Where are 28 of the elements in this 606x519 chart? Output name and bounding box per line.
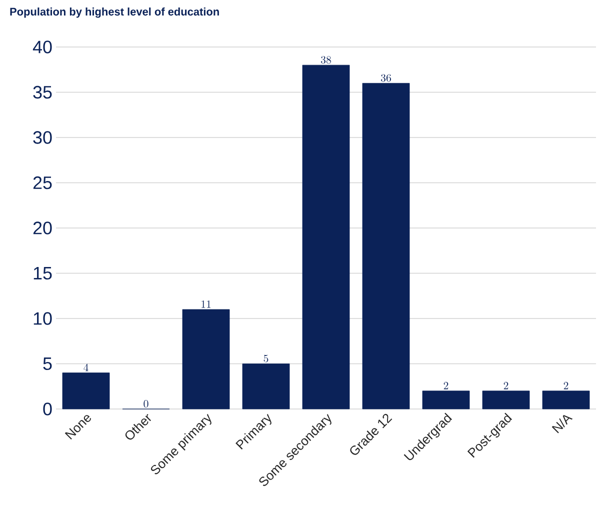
chart-title: Population by highest level of education [10,8,219,18]
data-label: 5 [264,354,268,362]
y-tick-label: 35 [33,86,52,99]
bar [302,64,350,410]
bar [482,390,530,410]
bar [542,390,590,410]
data-label: 2 [564,382,568,390]
x-tick-label: N/A [552,414,573,434]
y-tick-label: 25 [33,176,52,190]
y-tick-label: 15 [34,266,52,280]
y-tick-label: 10 [34,312,52,325]
y-tick-label: 5 [43,357,52,370]
bar [242,364,290,410]
data-label: 38 [321,56,331,64]
bar [62,372,110,410]
bar [422,390,470,410]
data-label: 36 [381,74,391,82]
data-label: 0 [144,400,148,408]
y-tick-label: 30 [33,131,52,144]
data-label: 11 [202,300,211,308]
data-label: 4 [84,364,88,372]
data-label: 2 [444,382,448,390]
y-tick-label: 40 [32,40,52,54]
y-tick-label: 0 [43,402,52,416]
bar [182,309,230,410]
y-tick-label: 20 [33,222,52,234]
bar [362,83,410,410]
data-label: 2 [504,382,508,390]
